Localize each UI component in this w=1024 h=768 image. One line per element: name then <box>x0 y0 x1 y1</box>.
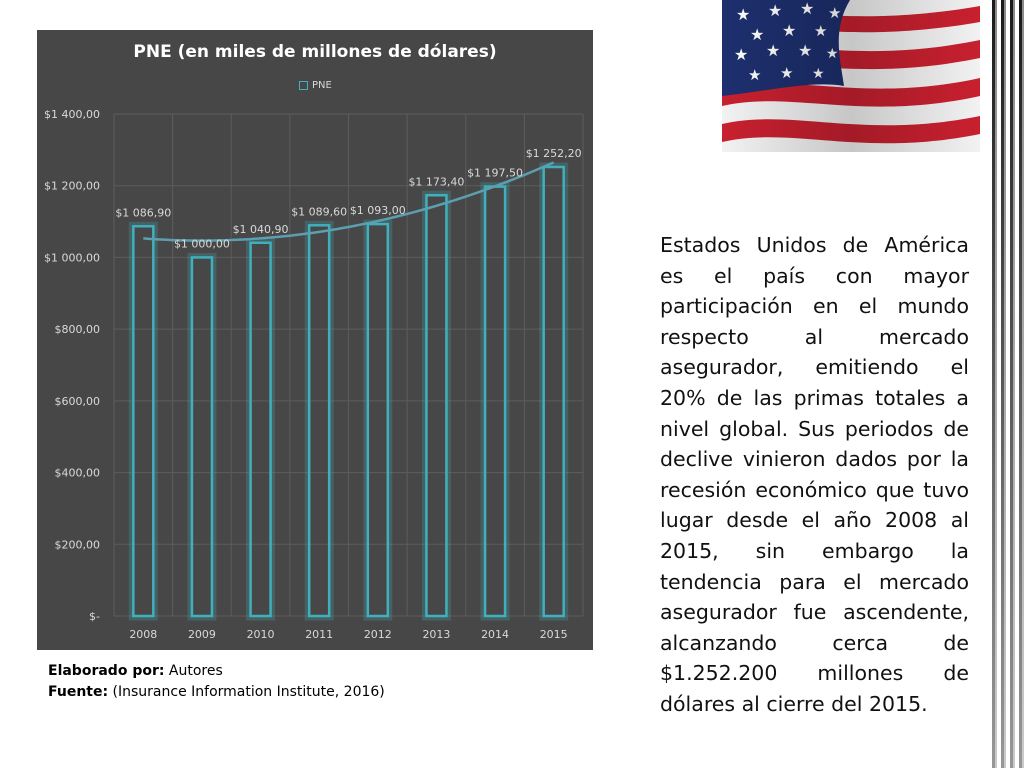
made-by-value: Autores <box>164 663 223 679</box>
chart-panel: PNE (en miles de millones de dólares) PN… <box>37 30 593 650</box>
y-tick-label: $1 400,00 <box>44 108 100 121</box>
bar <box>425 194 448 618</box>
data-label: $1 086,90 <box>115 206 171 219</box>
bar-glow <box>539 162 569 621</box>
made-by-label: Elaborado por: <box>48 663 165 679</box>
chart-legend: PNE <box>299 80 332 91</box>
legend-swatch <box>299 81 308 90</box>
source-value: (Insurance Information Institute, 2016) <box>108 684 385 700</box>
made-by-line: Elaborado por: Autores <box>48 661 385 682</box>
flag-drawing: ★ ★ ★ ★ ★ ★ ★ ★ ★ ★ ★ ★ ★ ★ <box>722 0 980 152</box>
decorative-edge-fade <box>990 0 1024 768</box>
x-tick-label: 2009 <box>188 628 216 641</box>
data-label: $1 252,20 <box>526 147 582 160</box>
bar-chart: $-$200,00$400,00$600,00$800,00$1 000,00$… <box>44 108 584 641</box>
bar-glow <box>421 190 451 621</box>
bar <box>249 241 272 618</box>
data-label: $1 197,50 <box>467 167 523 180</box>
bar-glow <box>128 221 158 621</box>
us-flag-image: ★ ★ ★ ★ ★ ★ ★ ★ ★ ★ ★ ★ ★ ★ <box>722 0 980 152</box>
x-tick-label: 2008 <box>129 628 157 641</box>
x-tick-label: 2011 <box>305 628 333 641</box>
y-tick-label: $800,00 <box>55 323 101 336</box>
y-tick-label: $1 200,00 <box>44 180 100 193</box>
bar-glow <box>480 182 510 621</box>
bar-glow <box>304 220 334 621</box>
data-label: $1 000,00 <box>174 237 230 250</box>
legend-label: PNE <box>312 80 332 91</box>
bar <box>307 224 331 618</box>
bar-glow <box>187 252 217 621</box>
data-label: $1 093,00 <box>350 204 406 217</box>
x-tick-label: 2014 <box>481 628 509 641</box>
chart-credits: Elaborado por: Autores Fuente: (Insuranc… <box>48 661 385 703</box>
chart-title: PNE (en miles de millones de dólares) <box>133 42 497 62</box>
source-line: Fuente: (Insurance Information Institute… <box>48 682 385 703</box>
data-label: $1 173,40 <box>408 175 464 188</box>
data-label: $1 040,90 <box>233 223 289 236</box>
x-tick-label: 2012 <box>364 628 392 641</box>
trendline <box>143 161 555 242</box>
data-label: $1 089,60 <box>291 205 347 218</box>
bar <box>190 256 214 618</box>
bar <box>132 225 155 618</box>
body-paragraph: Estados Unidos de América es el país con… <box>660 233 969 716</box>
y-tick-label: $1 000,00 <box>44 251 100 264</box>
x-tick-label: 2013 <box>422 628 450 641</box>
bar-glow <box>363 219 393 621</box>
bar-glow <box>246 238 276 621</box>
bar <box>366 222 390 618</box>
source-label: Fuente: <box>48 684 109 700</box>
y-tick-label: $200,00 <box>55 538 101 551</box>
y-tick-label: $- <box>89 610 100 623</box>
y-tick-label: $400,00 <box>55 467 101 480</box>
x-tick-label: 2015 <box>540 628 568 641</box>
bar <box>542 165 565 618</box>
x-tick-label: 2010 <box>247 628 275 641</box>
y-tick-label: $600,00 <box>55 395 101 408</box>
